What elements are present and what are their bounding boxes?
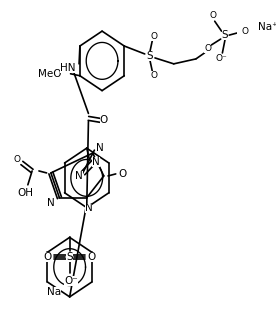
Text: HN: HN: [60, 63, 76, 73]
Text: O: O: [13, 155, 20, 164]
Text: MeO: MeO: [38, 69, 61, 79]
Text: O: O: [209, 11, 216, 20]
Text: O: O: [88, 252, 96, 262]
Text: N: N: [75, 171, 83, 181]
Text: O: O: [151, 32, 158, 40]
Text: O⁻: O⁻: [216, 54, 227, 63]
Text: N: N: [47, 198, 55, 208]
Text: O: O: [118, 169, 127, 179]
Text: O: O: [205, 44, 211, 54]
Text: O: O: [100, 115, 108, 125]
Text: N: N: [96, 143, 104, 153]
Text: N: N: [92, 157, 100, 167]
Text: O: O: [43, 252, 52, 262]
Text: Na: Na: [47, 287, 61, 297]
Text: OH: OH: [17, 188, 33, 198]
Text: S: S: [222, 30, 228, 40]
Text: O: O: [151, 71, 158, 80]
Text: N: N: [84, 203, 92, 213]
Text: Na⁺: Na⁺: [258, 22, 276, 32]
Text: O⁻: O⁻: [65, 276, 78, 286]
Text: O: O: [242, 27, 249, 36]
Text: S: S: [66, 252, 73, 262]
Text: S: S: [147, 51, 153, 61]
